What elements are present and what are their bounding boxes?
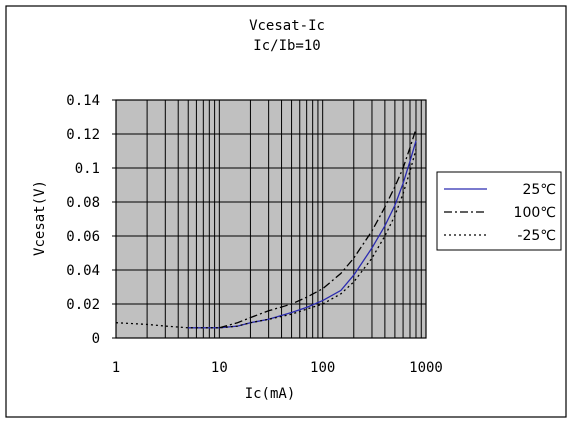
plot-background [115,99,427,339]
series-line-2 [219,128,417,329]
x-tick-label: 1 [112,360,120,376]
legend-label-2: 100℃ [514,205,556,221]
y-tick-label: 0.04 [66,263,100,279]
y-tick-label: 0.14 [66,93,100,109]
series-line-1 [188,140,417,329]
y-tick-label: 0.08 [66,195,100,211]
y-axis-label: Vcesat(V) [32,180,48,256]
x-tick-label: 100 [310,360,335,376]
y-tick-label: 0.06 [66,229,100,245]
chart-title: Vcesat-Ic [249,18,325,34]
y-tick-label: 0.1 [75,161,100,177]
series-line-3 [115,149,417,329]
legend-label-1: 25℃ [522,182,556,198]
plot-area [115,99,427,339]
x-tick-label: 10 [211,360,228,376]
y-tick-label: 0.02 [66,297,100,313]
legend-box [436,171,562,251]
y-tick-label: 0.12 [66,127,100,143]
x-axis-label: Ic(mA) [245,386,296,402]
chart-subtitle: Ic/Ib=10 [253,38,320,54]
legend: 25℃ 100℃ -25℃ [436,171,562,251]
axis-ticks: 0 0.02 0.04 0.06 0.08 0.1 0.12 0.14 1 10 100 1000 [66,93,443,376]
legend-label-3: -25℃ [517,228,556,244]
plot-border [115,99,427,339]
x-tick-label: 1000 [409,360,443,376]
y-tick-label: 0 [92,331,100,347]
